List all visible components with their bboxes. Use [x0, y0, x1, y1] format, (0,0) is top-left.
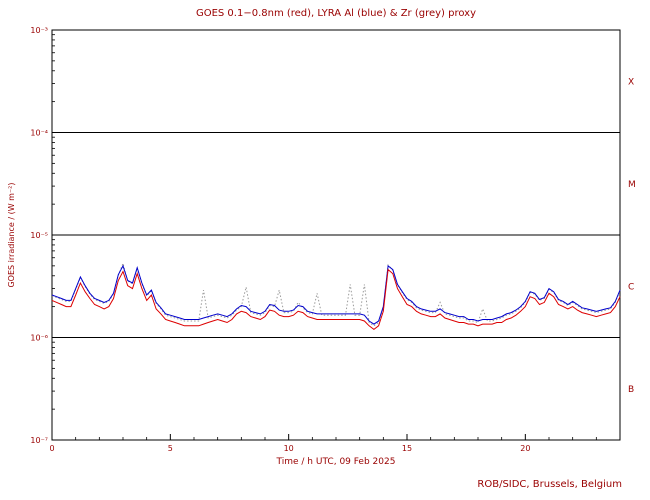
flare-class-label-X: X: [628, 77, 634, 87]
y-tick-label: 10⁻³: [30, 26, 48, 35]
series-lines: [51, 261, 621, 331]
y-tick-label: 10⁻⁴: [30, 129, 48, 138]
footer-credit: ROB/SIDC, Brussels, Belgium: [477, 479, 622, 490]
flare-class-label-C: C: [628, 282, 634, 292]
y-tick-label: 10⁻⁶: [30, 334, 48, 343]
flare-class-label-B: B: [628, 385, 634, 395]
x-tick-label: 20: [520, 444, 530, 453]
chart-title: GOES 0.1−0.8nm (red), LYRA Al (blue) & Z…: [195, 8, 477, 19]
flare-class-label-M: M: [628, 180, 636, 190]
series-blue-line: [51, 264, 621, 325]
x-tick-label: 15: [402, 444, 412, 453]
y-axis-ticks: 10⁻³ 10⁻⁴ 10⁻⁵ 10⁻⁶ 10⁻⁷: [30, 26, 58, 445]
x-tick-label: 5: [168, 444, 173, 453]
series-red-line: [51, 268, 621, 331]
y-axis-label: GOES irradiance / (W m⁻²): [7, 182, 16, 287]
y-tick-label: 10⁻⁷: [30, 436, 48, 445]
y-tick-label: 10⁻⁵: [30, 231, 48, 240]
x-axis-label: Time / h UTC, 09 Feb 2025: [276, 457, 396, 467]
x-tick-label: 10: [284, 444, 294, 453]
flare-class-labels: X M C B: [628, 77, 636, 395]
x-axis-ticks: 0 5 10 15 20: [49, 434, 621, 453]
y-axis-minor-ticks: [52, 34, 55, 410]
class-boundary-lines: [52, 132, 620, 338]
x-tick-label: 0: [49, 444, 54, 453]
